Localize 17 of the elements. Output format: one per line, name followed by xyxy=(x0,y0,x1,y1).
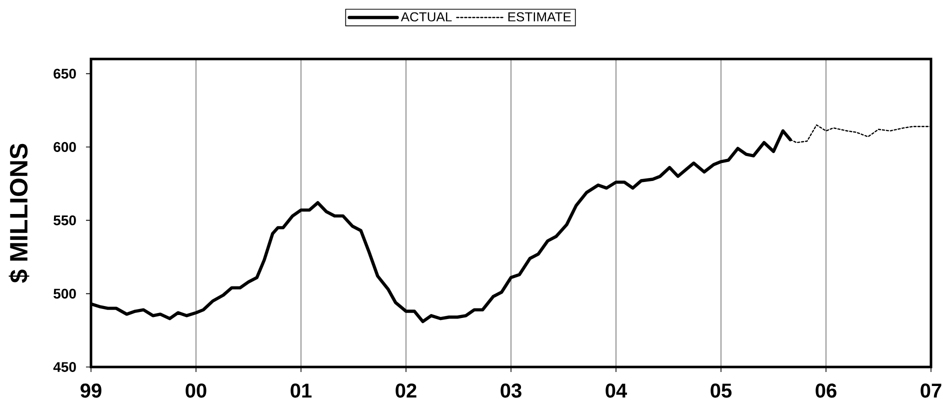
legend-label: ESTIMATE xyxy=(508,12,571,22)
x-tick-label: 01 xyxy=(290,384,312,398)
y-axis-title: $ MILLIONS xyxy=(8,144,30,283)
y-tick-label: 650 xyxy=(54,68,76,79)
y-tick-label: 500 xyxy=(54,288,76,299)
x-tick-label: 06 xyxy=(816,384,836,398)
x-tick-label: 05 xyxy=(710,384,732,398)
y-tick-label: 450 xyxy=(53,362,76,372)
y-tick-label: 600 xyxy=(54,142,76,152)
x-tick-label: 04 xyxy=(606,384,628,398)
y-tick-label: 550 xyxy=(54,215,76,226)
x-tick-label: 07 xyxy=(920,384,942,398)
x-tick-label: 00 xyxy=(186,384,206,398)
x-tick-label: 03 xyxy=(500,384,522,398)
x-tick-label: 02 xyxy=(396,384,416,398)
x-tick-label: 99 xyxy=(80,384,102,398)
legend-label: ACTUAL xyxy=(400,12,452,22)
